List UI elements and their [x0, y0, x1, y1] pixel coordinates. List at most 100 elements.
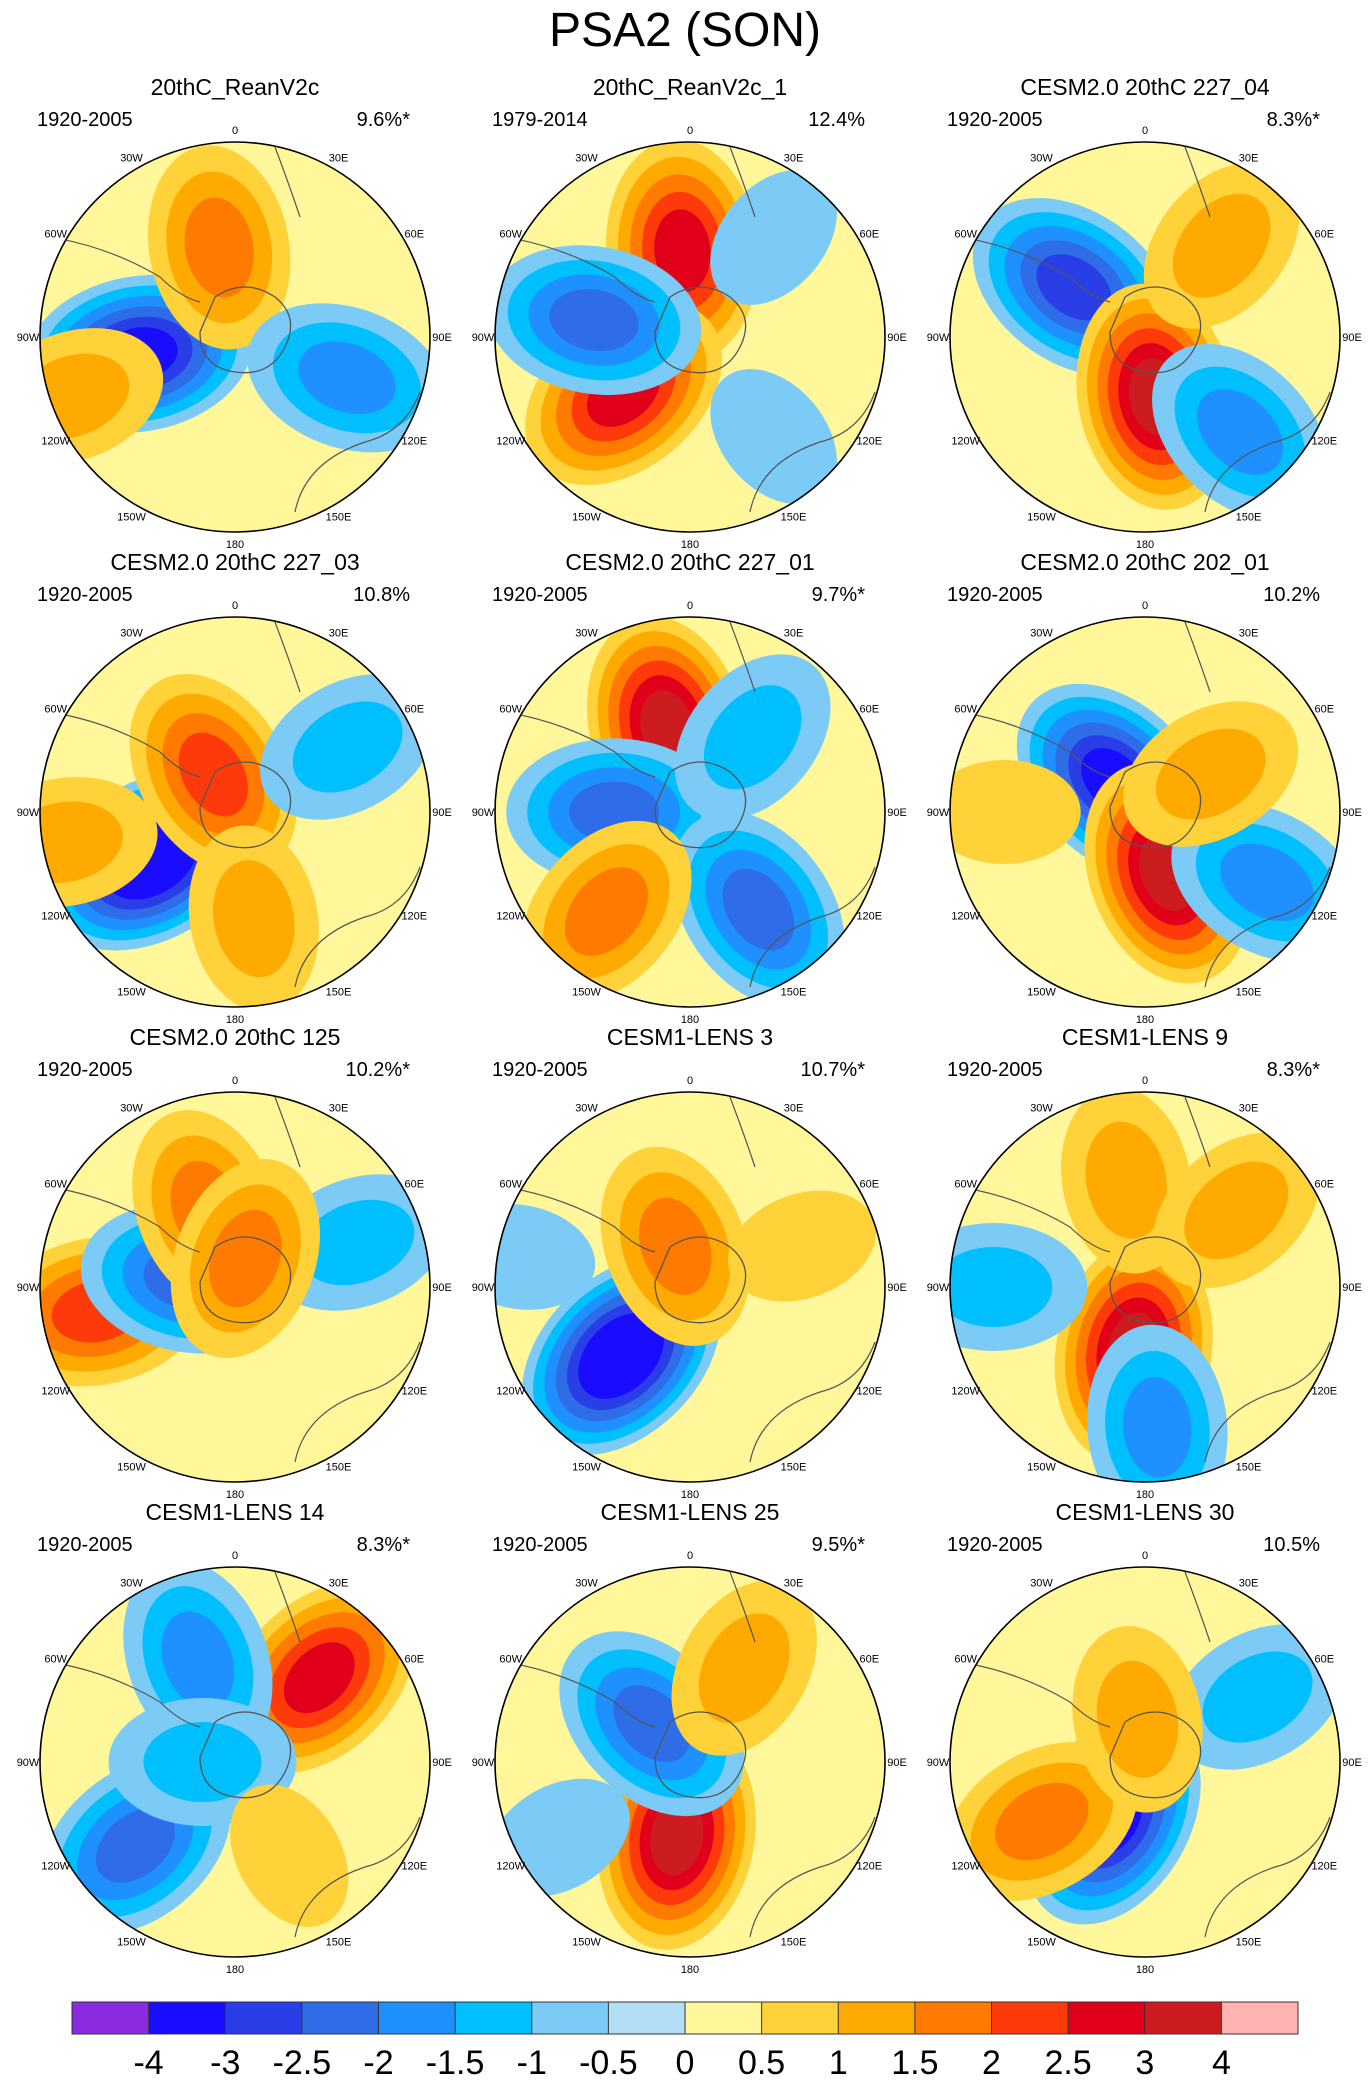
longitude-label: 90E [432, 332, 452, 344]
panel-period: 1920-2005 [492, 584, 588, 606]
colorbar-swatch [531, 2002, 609, 2034]
longitude-label: 150W [1027, 1936, 1056, 1948]
longitude-label: 60E [1315, 1179, 1335, 1191]
longitude-label: 90W [472, 1282, 495, 1294]
contour-band [209, 1209, 282, 1308]
longitude-label: 90E [1342, 1282, 1362, 1294]
map-panel: 0 30E 60E 90E 120E 150E 180 150W 120W 90W 60W 30W CE… [472, 1499, 907, 1976]
longitude-label: 30W [575, 1578, 598, 1590]
panel-variance: 10.2% [1263, 584, 1320, 606]
panel-title: CESM1-LENS 14 [146, 1499, 325, 1525]
map-border [949, 1566, 1341, 1958]
longitude-label: 120E [401, 1386, 427, 1398]
longitude-label: 150E [1236, 1461, 1262, 1473]
panel-period: 1920-2005 [947, 1534, 1043, 1556]
panel-period: 1920-2005 [492, 1059, 588, 1081]
longitude-label: 150E [326, 1936, 352, 1948]
longitude-label: 0 [232, 1075, 238, 1087]
africa-outline [1184, 146, 1211, 218]
australia-outline [1204, 391, 1331, 513]
longitude-label: 30E [1239, 628, 1259, 640]
contour-band [710, 369, 837, 505]
contour-band [143, 1722, 262, 1802]
longitude-label: 120W [496, 436, 525, 448]
panel-period: 1979-2014 [492, 109, 588, 131]
longitude-label: 60W [44, 704, 67, 716]
colorbar-tick-label: -2.5 [273, 2044, 332, 2082]
longitude-label: 90W [927, 1757, 950, 1769]
longitude-label: 60E [405, 1654, 425, 1666]
panel-title: 20thC_ReanV2c [151, 74, 320, 100]
longitude-label: 150W [1027, 511, 1056, 523]
longitude-label: 150W [117, 1461, 146, 1473]
panel-title: 20thC_ReanV2c_1 [593, 74, 787, 100]
contour-band [1155, 728, 1266, 820]
contour-band [564, 867, 648, 956]
map-panel: 0 30E 60E 90E 120E 150E 180 150W 120W 90W 60W 30W CE… [927, 549, 1362, 1026]
map-panel: 0 30E 60E 90E 120E 150E 180 150W 120W 90W 60W 30W 20… [472, 74, 907, 551]
longitude-label: 180 [681, 1964, 699, 1976]
longitude-label: 150W [572, 1936, 601, 1948]
longitude-label: 120W [496, 1861, 525, 1873]
contour-band [1123, 1377, 1192, 1478]
panel-variance: 10.8% [353, 584, 410, 606]
contour-band [710, 169, 837, 305]
antarctica-outline [654, 1236, 747, 1324]
contour-band [1184, 1161, 1289, 1260]
longitude-label: 150E [781, 511, 807, 523]
panel-period: 1920-2005 [37, 1059, 133, 1081]
panel-variance: 8.3%* [1267, 109, 1321, 131]
colorbar: -4 -3 -2.5 -2 -1.5 -1 -0.5 0 0.5 1 1.5 2 2.5 3 4 [71, 2001, 1299, 2082]
contour-band [613, 1685, 691, 1763]
panel-grid: 0 30E 60E 90E 120E 150E 180 150W 120W 90W 60W 30W 20… [17, 74, 1362, 1976]
colorbar-swatch [685, 2002, 763, 2034]
map-border [39, 616, 431, 1008]
longitude-label: 120W [496, 1386, 525, 1398]
colorbar-swatch [761, 2002, 839, 2034]
panel-period: 1920-2005 [947, 584, 1043, 606]
longitude-label: 180 [226, 1489, 244, 1501]
contour-band [698, 1613, 790, 1724]
longitude-label: 120E [401, 436, 427, 448]
longitude-label: 60E [1315, 1654, 1335, 1666]
longitude-label: 90W [927, 807, 950, 819]
south-america-outline [959, 711, 1111, 778]
longitude-label: 180 [226, 1964, 244, 1976]
panel-variance: 8.3%* [1267, 1059, 1321, 1081]
longitude-label: 60E [405, 704, 425, 716]
longitude-label: 120E [401, 1861, 427, 1873]
longitude-label: 150E [326, 986, 352, 998]
longitude-label: 0 [232, 1550, 238, 1562]
contour-band [230, 1784, 349, 1927]
longitude-label: 30W [120, 1103, 143, 1115]
colorbar-tick-label: 1.5 [891, 2044, 938, 2082]
longitude-label: 180 [681, 1489, 699, 1501]
longitude-label: 30E [329, 1103, 349, 1115]
longitude-label: 150W [117, 511, 146, 523]
longitude-label: 180 [1136, 1964, 1154, 1976]
panel-period: 1920-2005 [947, 109, 1043, 131]
longitude-label: 60E [405, 1179, 425, 1191]
longitude-label: 120E [856, 1386, 882, 1398]
longitude-label: 30E [329, 1578, 349, 1590]
panel-variance: 9.7%* [812, 584, 866, 606]
contour-band [950, 1247, 1053, 1327]
panel-title: CESM1-LENS 30 [1056, 1499, 1235, 1525]
longitude-label: 0 [1142, 125, 1148, 137]
contour-band [722, 868, 795, 951]
antarctica-outline [1109, 761, 1202, 849]
panel-variance: 9.5%* [812, 1534, 866, 1556]
longitude-label: 150E [781, 1936, 807, 1948]
map-border [949, 1091, 1341, 1483]
longitude-label: 60E [860, 229, 880, 241]
longitude-label: 90E [432, 1282, 452, 1294]
contour-band [950, 760, 1081, 864]
longitude-label: 150W [1027, 986, 1056, 998]
longitude-label: 60W [44, 1654, 67, 1666]
longitude-label: 60W [954, 229, 977, 241]
south-america-outline [49, 1186, 201, 1253]
longitude-label: 30W [120, 628, 143, 640]
australia-outline [1204, 1816, 1331, 1938]
south-america-outline [49, 1661, 201, 1728]
longitude-label: 120W [951, 1386, 980, 1398]
